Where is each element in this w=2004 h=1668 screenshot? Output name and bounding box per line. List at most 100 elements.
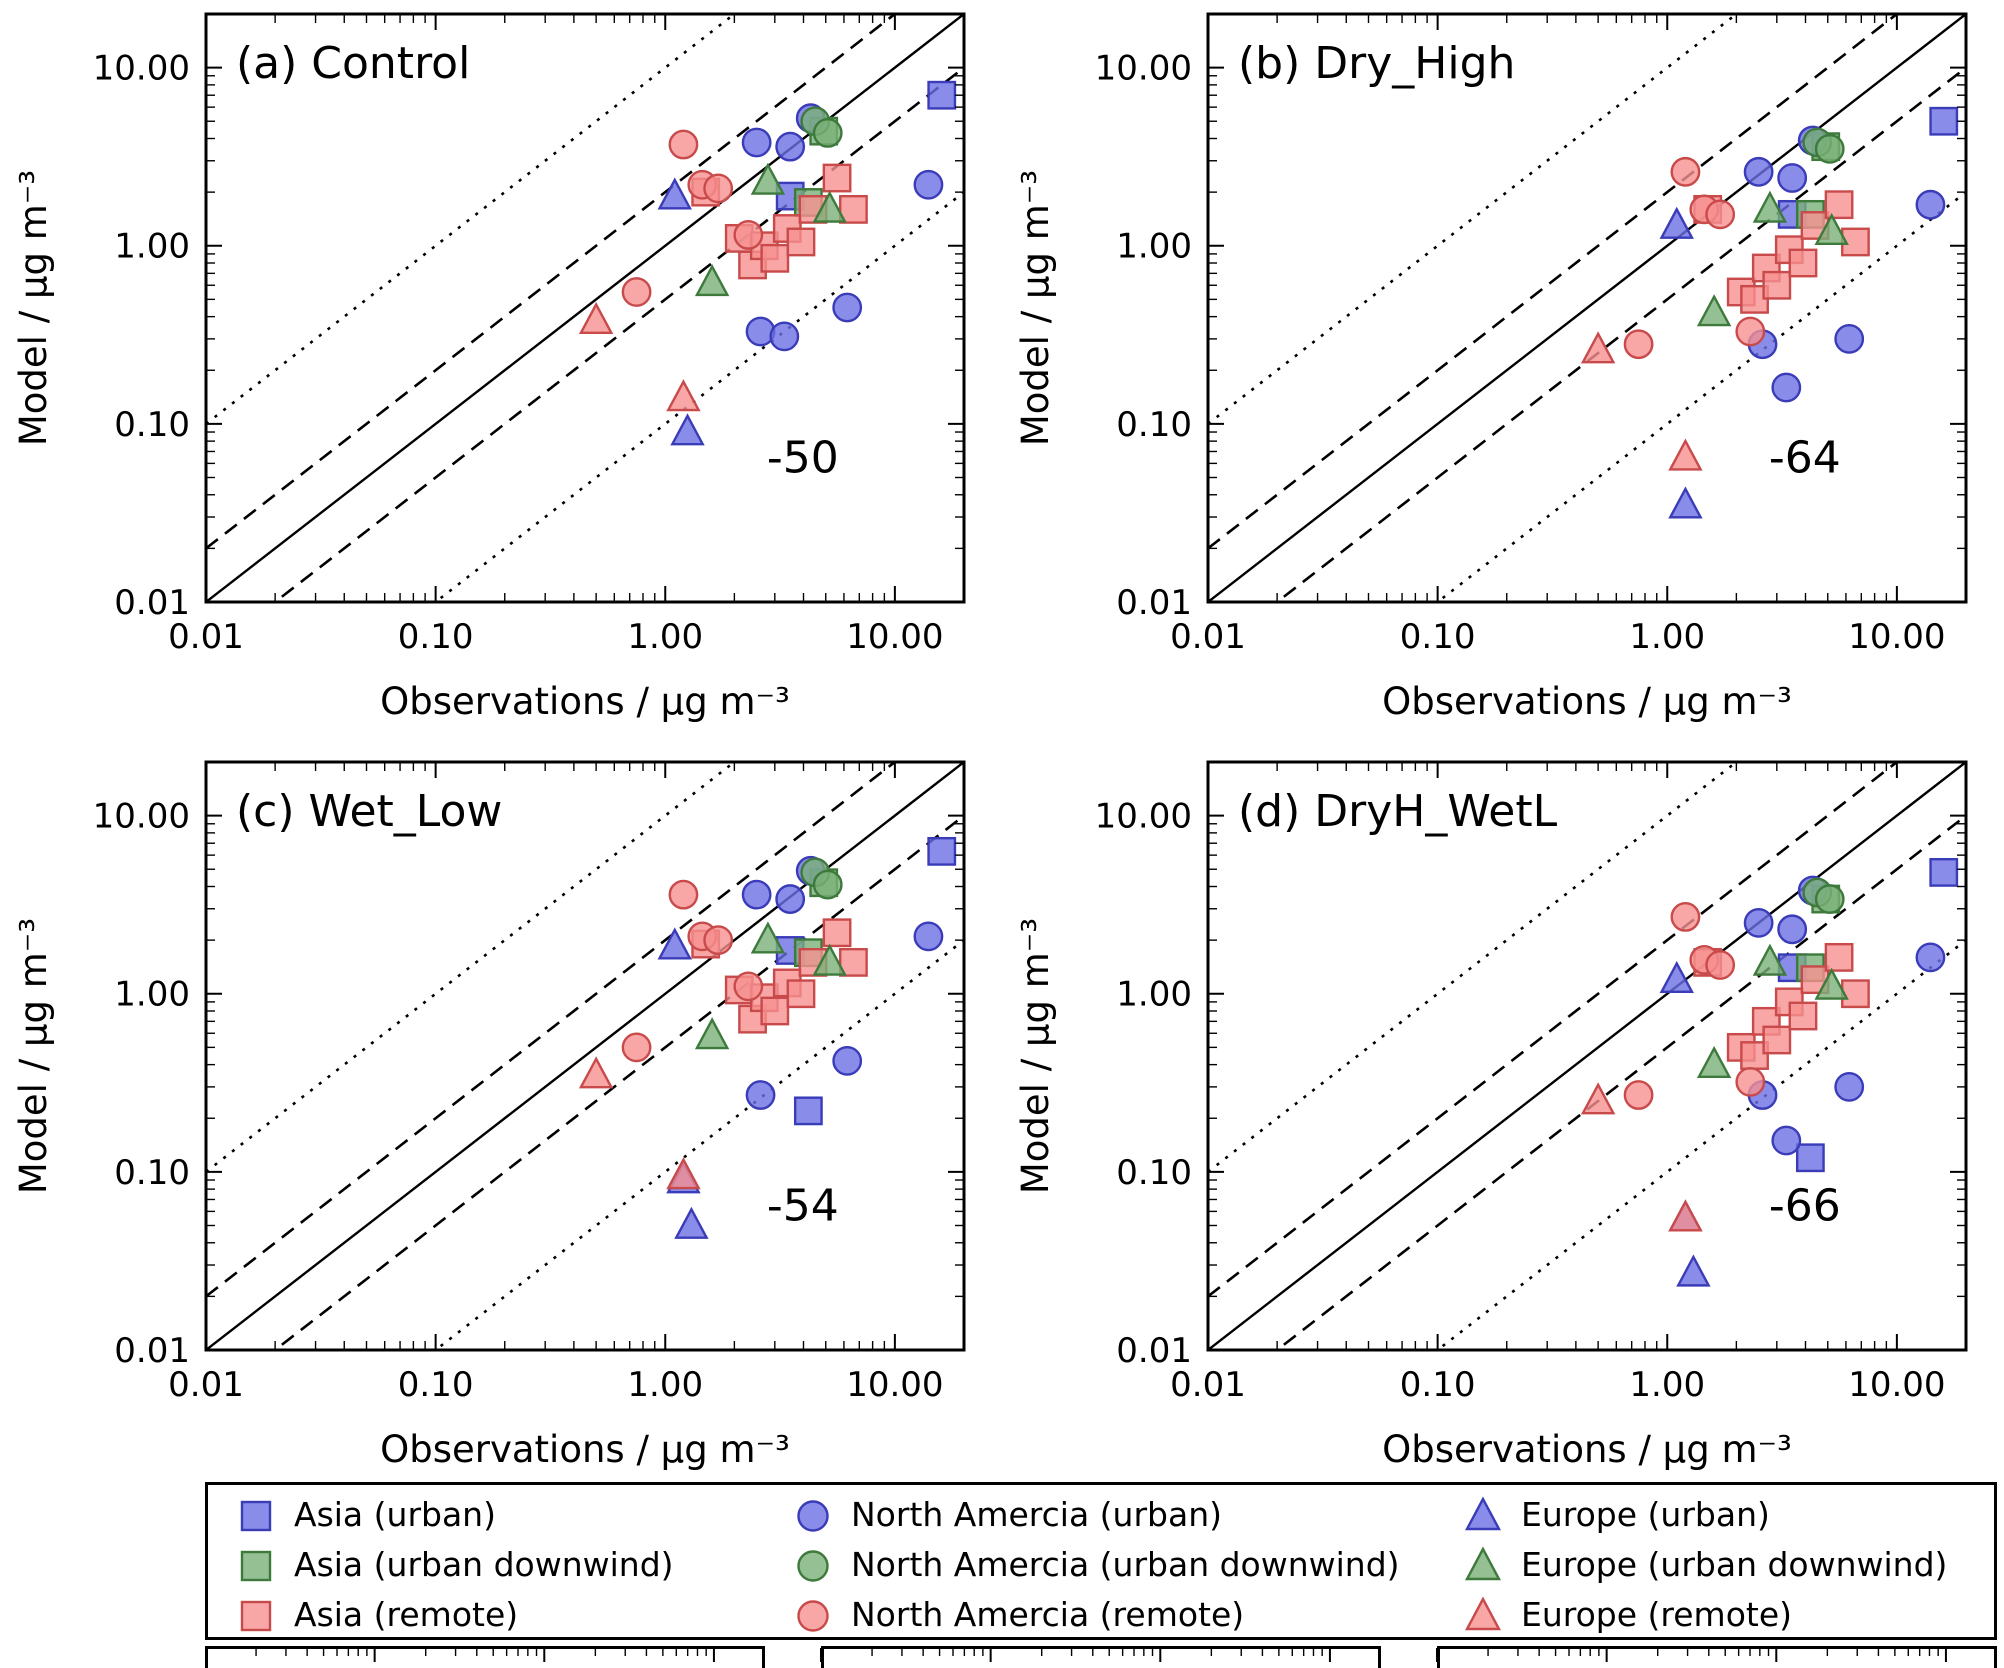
x-tick-label: 0.01 — [1170, 617, 1246, 657]
legend-item-north-amercia-urban-downwind: North Amercia (urban downwind) — [793, 1543, 1400, 1587]
data-point — [578, 1056, 614, 1089]
data-point — [832, 292, 863, 323]
data-point — [745, 316, 776, 347]
data-point — [657, 927, 692, 960]
reference-lines — [1208, 14, 1966, 602]
square-marker-icon — [236, 1495, 276, 1535]
square-marker — [240, 1600, 272, 1632]
x-tick-label: 0.01 — [168, 617, 244, 657]
tick-labels: 0.010.01 0.10 0.10 1.00 1.00 10.00 10.00 — [1095, 797, 1946, 1405]
square-marker-icon — [240, 1600, 272, 1632]
data-point — [578, 301, 614, 334]
data-point — [750, 921, 786, 954]
data-point — [786, 979, 816, 1009]
data-points — [1580, 106, 1959, 519]
legend-item-europe-urban-downwind: Europe (urban downwind) — [1463, 1543, 1947, 1587]
y-axis-label: Model / µg m⁻³ — [1014, 918, 1057, 1194]
circle-marker — [797, 1550, 829, 1582]
legend-item-label: North Amercia (remote) — [851, 1595, 1245, 1634]
panel-title: (b) Dry_High — [1238, 38, 1515, 89]
circle-marker-icon — [797, 1600, 829, 1632]
reference-line-solid — [206, 762, 964, 1350]
y-axis-label: Model / µg m⁻³ — [12, 170, 55, 446]
square-marker-icon — [240, 1500, 272, 1532]
bias-annotation: -64 — [1769, 433, 1841, 484]
bias-annotation: -50 — [767, 433, 839, 484]
data-point — [694, 263, 730, 297]
data-point — [1777, 914, 1808, 945]
data-point — [760, 243, 790, 273]
data-point — [775, 884, 806, 914]
plot-frame — [204, 760, 966, 1352]
y-tick-label: 0.01 — [114, 1331, 190, 1371]
triangle-marker-icon — [1463, 1495, 1503, 1535]
reference-line-dashed — [206, 14, 897, 550]
legend-item-asia-urban-downwind: Asia (urban downwind) — [236, 1543, 674, 1587]
data-point — [913, 169, 944, 200]
circle-marker — [797, 1600, 829, 1632]
x-tick-label: 0.10 — [398, 617, 474, 657]
circle-marker — [797, 1500, 829, 1532]
plot-frame — [1206, 12, 1968, 604]
scatter-plot-b: 0.010.01 0.10 0.10 1.00 1.00 10.00 10.00 Observ… — [1014, 12, 1968, 723]
data-point — [1788, 248, 1818, 278]
data-point — [1771, 1125, 1802, 1156]
legend: Asia (urban) Asia (urban downwind) Asia … — [205, 1482, 1997, 1640]
data-points — [1580, 858, 1959, 1287]
x-tick-label: 1.00 — [627, 617, 703, 657]
data-point — [1740, 1041, 1769, 1070]
data-point — [1762, 1025, 1792, 1055]
data-point — [775, 131, 806, 162]
data-point — [1788, 1001, 1818, 1031]
data-point — [1668, 1199, 1703, 1232]
reference-lines — [206, 762, 964, 1350]
data-point — [1771, 372, 1802, 403]
legend-item-asia-remote: Asia (remote) — [236, 1593, 518, 1637]
x-tick-label: 10.00 — [1848, 1365, 1945, 1405]
data-point — [657, 177, 692, 210]
data-point — [1752, 943, 1788, 976]
legend-item-label: Europe (urban downwind) — [1521, 1545, 1948, 1584]
data-point — [839, 947, 868, 977]
data-point — [1762, 270, 1792, 300]
reference-line-dashed — [1208, 762, 1899, 1298]
data-point — [1743, 907, 1774, 938]
data-point — [1735, 1066, 1766, 1097]
x-axis-label: Observations / µg m⁻³ — [1382, 680, 1792, 723]
data-point — [1824, 942, 1854, 972]
panel-title: (a) Control — [236, 38, 470, 89]
y-tick-label: 10.00 — [1095, 797, 1192, 837]
data-point — [1814, 133, 1845, 164]
data-point — [668, 129, 699, 160]
x-tick-label: 0.10 — [1400, 1365, 1476, 1405]
panel-b-dry-high: 0.01 0.01 0.10 0.10 1.00 1.00 10.00 10.00 Observ… — [1002, 0, 2004, 734]
data-point — [1623, 1080, 1654, 1110]
reference-line-solid — [206, 14, 964, 602]
cropped-figure-axes — [205, 1646, 1997, 1668]
square-marker-icon — [236, 1545, 276, 1585]
y-tick-label: 1.00 — [1116, 227, 1192, 267]
scatter-plot-d: 0.010.01 0.10 0.10 1.00 1.00 10.00 10.00 Observ… — [1014, 760, 1968, 1471]
data-point — [1795, 1143, 1825, 1173]
data-point — [668, 879, 699, 910]
data-point — [621, 1032, 652, 1063]
data-point — [1814, 212, 1849, 246]
data-point — [1841, 979, 1870, 1009]
data-point — [832, 1045, 863, 1076]
x-tick-label: 10.00 — [1848, 617, 1945, 657]
x-tick-label: 1.00 — [1629, 1365, 1705, 1405]
data-point — [1659, 960, 1694, 994]
square-marker — [240, 1500, 272, 1532]
data-point — [1743, 156, 1774, 187]
panel-a-control: 0.01 0.01 0.10 0.10 1.00 1.00 10.00 10.00 Observ… — [0, 0, 1002, 734]
x-axis-label: Observations / µg m⁻³ — [1382, 1428, 1792, 1471]
data-point — [741, 127, 772, 158]
x-tick-label: 10.00 — [846, 617, 943, 657]
data-point — [1668, 438, 1703, 471]
y-tick-label: 10.00 — [93, 49, 190, 89]
circle-marker-icon — [797, 1500, 829, 1532]
data-points — [578, 80, 957, 446]
data-point — [741, 879, 772, 910]
legend-item-label: Asia (urban) — [294, 1495, 496, 1534]
data-point — [793, 1096, 823, 1126]
